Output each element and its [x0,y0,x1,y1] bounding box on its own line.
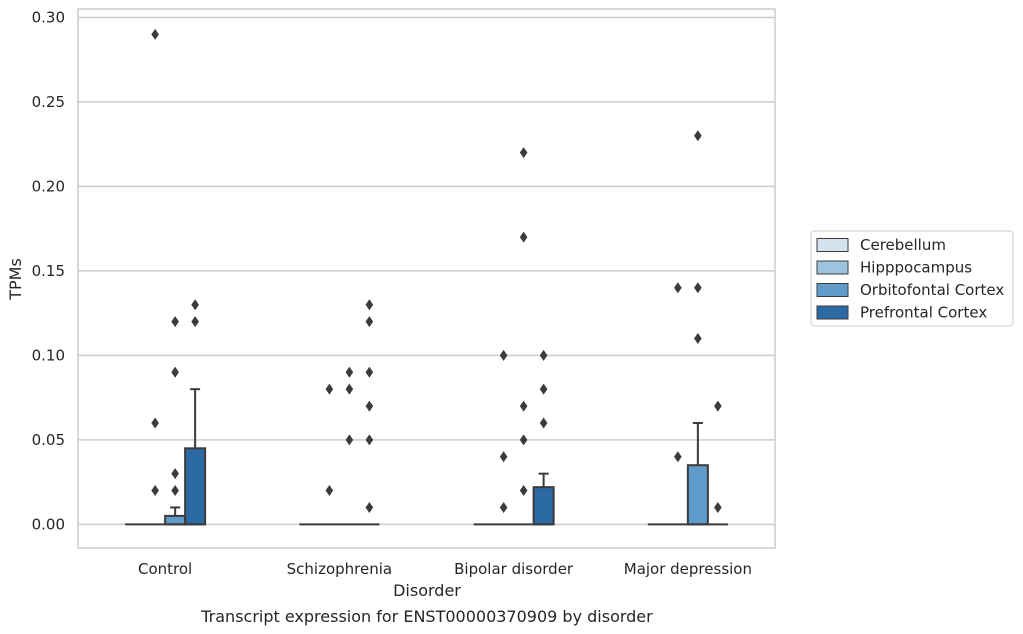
outlier-point [171,316,179,328]
outlier-point [499,349,508,361]
outlier-point [365,299,374,311]
outlier-point [539,383,548,395]
x-tick-label: Schizophrenia [287,560,392,578]
outlier-point [674,451,682,463]
y-axis-title: TPMs [6,258,25,301]
outlier-point [151,28,159,40]
outlier-point [171,485,179,497]
chart-caption: Transcript expression for ENST0000037090… [200,607,653,626]
legend-label: Orbitofontal Cortex [860,281,1004,299]
legend-swatch [816,238,849,252]
outlier-point [345,366,354,378]
y-tick-label: 0.30 [32,8,65,26]
outlier-point [345,383,354,395]
outlier-point [499,501,508,513]
outlier-point [519,434,528,446]
outlier-point [714,400,722,412]
y-tick-label: 0.20 [32,177,65,195]
box [164,514,187,526]
outlier-point [171,366,179,378]
outlier-point [325,485,334,497]
outlier-point [325,383,334,395]
box [686,464,709,526]
outlier-point [694,332,702,344]
x-tick-label: Bipolar disorder [454,560,574,578]
outlier-point [499,451,508,463]
boxes [125,388,728,526]
outlier-points [151,28,722,513]
outlier-point [365,366,374,378]
outlier-point [151,485,159,497]
outlier-point [365,316,374,328]
legend-frame [810,230,1014,327]
box [184,447,207,526]
legend-label: Hipppocampus [860,259,972,277]
outlier-point [171,468,179,480]
x-axis-title: Disorder [393,581,461,600]
y-tick-label: 0.25 [32,93,65,111]
outlier-point [519,147,528,159]
outlier-point [365,434,374,446]
x-tick-label: Control [138,560,192,578]
y-tick-label: 0.15 [32,262,65,280]
gridlines [78,16,775,526]
outlier-point [519,400,528,412]
outlier-point [714,501,722,513]
outlier-point [694,130,702,142]
y-tick-labels: 0.00 0.05 0.10 0.15 0.20 0.25 0.30 [32,8,65,533]
outlier-point [674,282,682,294]
outlier-point [694,282,702,294]
outlier-point [345,434,354,446]
plot-frame [77,8,776,549]
outlier-point [365,501,374,513]
legend: Cerebellum Hipppocampus Orbitofontal Corte… [810,230,1014,327]
outlier-point [539,349,548,361]
y-tick-label: 0.10 [32,346,65,364]
y-tick-label: 0.05 [32,431,65,449]
outlier-point [191,299,199,311]
outlier-point [519,231,528,243]
legend-label: Cerebellum [860,236,946,254]
outlier-point [539,417,548,429]
outlier-point [519,485,528,497]
legend-swatch [816,260,849,275]
x-tick-labels: Control Schizophrenia Bipolar disorder Majo… [138,560,752,578]
outlier-point [151,417,159,429]
legend-swatch [816,305,849,320]
legend-label: Prefrontal Cortex [860,304,987,322]
outlier-point [191,316,199,328]
x-tick-label: Major depression [624,560,752,578]
box [532,486,555,526]
y-tick-label: 0.00 [32,515,65,533]
outlier-point [365,400,374,412]
legend-swatch [816,283,849,297]
